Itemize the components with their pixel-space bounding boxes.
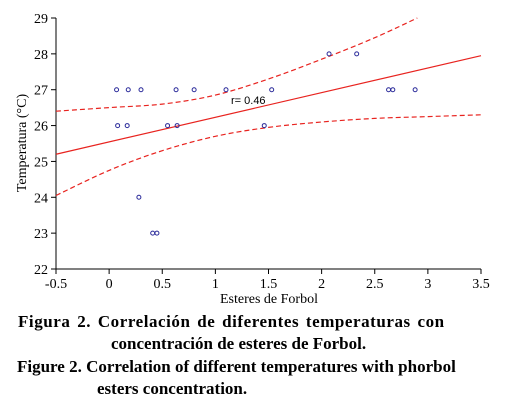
x-tick-label: 0 — [106, 277, 113, 292]
correlation-annotation: r= 0.46 — [231, 95, 266, 107]
y-tick-label: 24 — [34, 191, 48, 206]
data-point — [136, 194, 142, 200]
data-points — [114, 51, 418, 236]
y-tick-label: 27 — [34, 84, 48, 99]
regression-line — [55, 55, 482, 155]
confidence-upper-line — [55, 17, 418, 112]
y-tick-label: 28 — [34, 48, 48, 63]
data-point — [125, 87, 131, 93]
caption-en-line2: esters concentration. — [97, 379, 248, 398]
confidence-bands — [55, 17, 482, 197]
caption-en-line1: Figure 2. Correlation of different tempe… — [17, 357, 456, 376]
data-point — [386, 87, 392, 93]
y-tick-label: 25 — [34, 155, 48, 170]
confidence-lower-line — [55, 114, 482, 197]
data-point — [174, 123, 180, 129]
y-tick-label: 29 — [34, 12, 48, 27]
scatter-chart: -0.5 0 0.5 1 1.5 2 2.5 3 3.5 22 23 24 25 26 27 28 29 r= … — [15, 12, 490, 307]
x-tick-label: 2.5 — [366, 277, 384, 292]
caption-es-line1: Figura 2. Correlación de diferentes temp… — [18, 312, 445, 331]
data-point — [154, 230, 160, 236]
x-tick-label: 2 — [318, 277, 325, 292]
data-point — [412, 87, 418, 93]
caption-es-line2: concentración de esteres de Forbol. — [111, 334, 367, 353]
y-tick-label: 26 — [34, 120, 48, 135]
data-point — [124, 123, 130, 129]
data-point — [354, 51, 360, 57]
data-point — [261, 123, 267, 129]
x-tick-label: 3.5 — [472, 277, 490, 292]
data-point — [390, 87, 396, 93]
data-point — [326, 51, 332, 57]
x-tick-label: 1 — [212, 277, 219, 292]
data-point — [114, 87, 120, 93]
x-axis-title: Esteres de Forbol — [220, 292, 318, 307]
x-tick-label: 3 — [424, 277, 431, 292]
x-tick-label: -0.5 — [45, 277, 67, 292]
data-point — [223, 87, 229, 93]
x-tick-label: 0.5 — [154, 277, 172, 292]
data-point — [115, 123, 121, 129]
data-point — [165, 123, 171, 129]
x-tick-label: 1.5 — [260, 277, 278, 292]
data-point — [269, 87, 275, 93]
y-tick-label: 23 — [34, 227, 48, 242]
y-axis-title: Temperatura (°C) — [15, 94, 30, 193]
data-point — [150, 230, 156, 236]
data-point — [138, 87, 144, 93]
data-point — [173, 87, 179, 93]
y-tick-label: 22 — [34, 263, 48, 278]
fit-line-group — [55, 55, 482, 155]
data-point — [191, 87, 197, 93]
axes: -0.5 0 0.5 1 1.5 2 2.5 3 3.5 22 23 24 25 26 27 28 29 — [34, 12, 490, 292]
